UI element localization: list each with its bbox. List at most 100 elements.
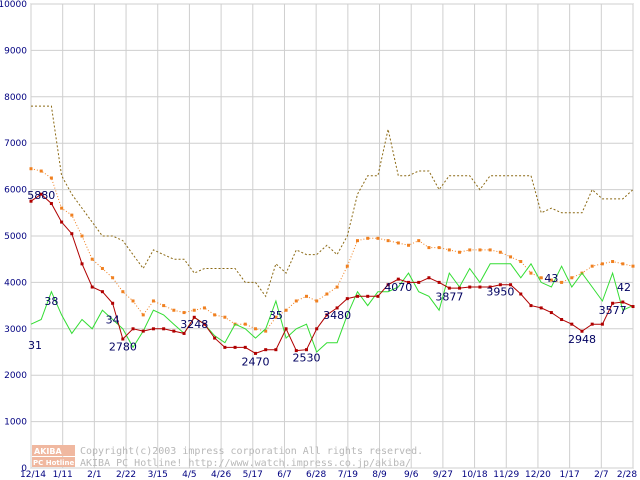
copyright-text: Copyright(c)2003 impress corporation All…	[80, 446, 423, 457]
series-1-point	[468, 248, 472, 252]
series-3-point	[39, 192, 43, 196]
series-1-point	[29, 167, 33, 171]
x-tick-label: 12/20	[525, 470, 551, 480]
series-3-point	[560, 318, 564, 322]
series-1-point	[437, 246, 441, 250]
series-1-point	[162, 304, 166, 308]
series-1-point	[529, 271, 533, 275]
series-line-3	[30, 193, 634, 354]
series-3-point	[274, 348, 278, 352]
x-tick-label: 7/19	[338, 470, 358, 480]
data-labels: 5880 38 31 34 2780 3248 2470 35 2530 3480 4070 3877…	[27, 189, 631, 368]
series-1-point	[141, 313, 145, 317]
x-tick-label: 6/28	[306, 470, 326, 480]
y-tick-label: 7000	[4, 139, 27, 149]
series-1-point	[325, 292, 329, 296]
series-3-point	[202, 322, 206, 326]
data-label: 2530	[292, 352, 320, 365]
series-3-point	[407, 280, 411, 284]
series-1-point	[458, 250, 462, 254]
x-tick-label: 10/18	[462, 470, 488, 480]
x-tick-label: 6/7	[277, 470, 291, 480]
series-3-point	[468, 285, 472, 289]
data-label: 3248	[180, 318, 208, 331]
series-1-point	[478, 248, 482, 252]
series-3-point	[458, 286, 462, 290]
series-1-point	[417, 239, 421, 243]
series-1-point	[80, 234, 84, 238]
series-3-point	[100, 290, 104, 294]
series-1-point	[151, 299, 155, 303]
series-3-point	[447, 286, 451, 290]
data-label: 2948	[568, 333, 596, 346]
series-3-point	[478, 285, 482, 289]
series-1-point	[100, 266, 104, 270]
series-3-point	[590, 322, 594, 326]
series-3-point	[600, 322, 604, 326]
series-1-point	[284, 308, 288, 312]
series-3-point	[376, 294, 380, 298]
series-1-point	[202, 306, 206, 310]
series-1-point	[611, 260, 615, 264]
series-3-point	[243, 345, 247, 349]
data-label: 31	[28, 339, 42, 352]
series-line-2	[30, 262, 634, 353]
series-line-1	[30, 168, 634, 332]
series-3-point	[253, 351, 257, 355]
series-3-point	[427, 276, 431, 280]
series-3-point	[80, 262, 84, 266]
series-1-point	[570, 276, 574, 280]
series-3-point	[141, 329, 145, 333]
data-label: 4070	[384, 281, 412, 294]
series-1-point	[304, 294, 308, 298]
series-3-point	[580, 329, 584, 333]
series-3-point	[529, 304, 533, 308]
series-1-point	[631, 264, 635, 268]
data-label: 5880	[27, 189, 55, 202]
y-tick-label: 5000	[4, 232, 27, 242]
series-1-point	[335, 285, 339, 289]
data-label: 2780	[109, 340, 137, 353]
y-tick-label: 10000	[0, 0, 27, 10]
logo-line1: AKIBA	[34, 447, 62, 456]
series-3-point	[621, 300, 625, 304]
series-1-point	[407, 243, 411, 247]
series-1-point	[356, 239, 360, 243]
series-1-point	[366, 236, 370, 240]
series-3-point	[488, 285, 492, 289]
series-3-point	[345, 297, 349, 301]
series-3-point	[631, 305, 635, 309]
series-1-point	[70, 213, 74, 217]
series-1-point	[427, 246, 431, 250]
x-tick-label: 4/5	[182, 470, 196, 480]
series-3-point	[213, 336, 217, 340]
series-3-point	[151, 327, 155, 331]
data-label: 3877	[435, 290, 463, 303]
series-3-point	[304, 348, 308, 352]
x-axis-ticks: 12/14 1/11 2/1 2/22 3/15 4/5 4/26 5/17 6/7 6/28 7/…	[20, 470, 637, 480]
y-tick-label: 4000	[4, 278, 27, 288]
x-tick-label: 11/29	[493, 470, 519, 480]
x-tick-label: 9/27	[433, 470, 453, 480]
watermark: AKIBA PC Hotline Copyright(c)2003 impres…	[32, 445, 423, 469]
data-label: 35	[269, 309, 283, 322]
series-1-point	[345, 264, 349, 268]
series-3-point	[70, 232, 74, 236]
series-1-point	[488, 248, 492, 252]
series-3-point	[162, 327, 166, 331]
series-3-point	[172, 329, 176, 333]
series-3-point	[182, 331, 186, 335]
x-tick-label: 2/28	[617, 470, 637, 480]
y-tick-label: 0	[21, 464, 27, 474]
series-3-point	[111, 301, 115, 305]
series-1-point	[172, 308, 176, 312]
series-1-point	[386, 239, 390, 243]
y-tick-label: 8000	[4, 93, 27, 103]
series-3-point	[192, 315, 196, 319]
y-tick-label: 9000	[4, 46, 27, 56]
data-label: 3480	[323, 309, 351, 322]
series-3-point	[49, 202, 53, 206]
series-lines	[29, 105, 635, 355]
series-3-point	[90, 285, 94, 289]
